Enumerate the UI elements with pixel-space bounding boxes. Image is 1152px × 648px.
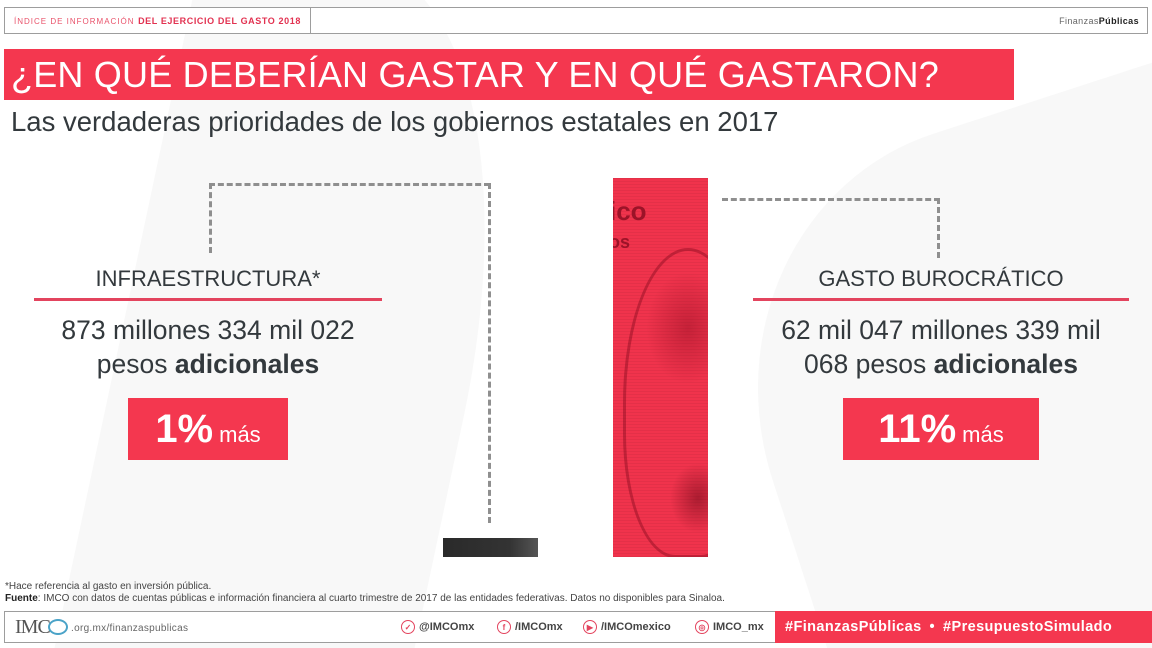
- hashtag-finanzas[interactable]: #FinanzasPúblicas: [785, 619, 922, 635]
- instagram-link[interactable]: ◎ IMCO_mx: [695, 620, 764, 634]
- site-url-link[interactable]: .org.mx/finanzaspublicas: [71, 623, 189, 634]
- percent-suffix: más: [219, 422, 261, 447]
- index-label-bold: DEL EJERCICIO DEL GASTO 2018: [138, 16, 301, 26]
- category-underline: [753, 298, 1129, 301]
- banknote-text: os: [613, 232, 631, 252]
- source-note: Fuente: IMCO con datos de cuentas públic…: [5, 593, 725, 604]
- percent-value: 11%: [878, 407, 957, 451]
- category-label: INFRAESTRUCTURA*: [95, 266, 321, 291]
- percent-value: 1%: [155, 407, 214, 451]
- category-underline: [34, 298, 382, 301]
- banknote-portrait: [623, 248, 708, 557]
- connector-line: [722, 198, 940, 201]
- percent-badge-bureaucratic: 11% más: [843, 398, 1039, 460]
- twitter-icon: ✓: [401, 620, 415, 634]
- footnote: *Hace referencia al gasto en inversión p…: [5, 581, 212, 592]
- page-subtitle: Las verdaderas prioridades de los gobier…: [11, 106, 779, 137]
- youtube-icon: ▶: [583, 620, 597, 634]
- twitter-link[interactable]: ✓ @IMCOmx: [401, 620, 474, 634]
- imco-logo[interactable]: IMC: [15, 616, 68, 639]
- hashtag-band: #FinanzasPúblicas • #PresupuestoSimulado: [775, 611, 1152, 643]
- top-header-bar: Índice de información DEL EJERCICIO DEL …: [4, 7, 1148, 34]
- header-divider: [310, 8, 311, 33]
- footer-bar: IMC .org.mx/finanzaspublicas ✓ @IMCOmx f /…: [4, 611, 1152, 643]
- percent-badge-infrastructure: 1% más: [128, 398, 288, 460]
- page-title-band: ¿EN QUÉ DEBERÍAN GASTAR Y EN QUÉ GASTARO…: [4, 49, 1014, 100]
- connector-line: [488, 183, 491, 523]
- hashtag-separator: •: [929, 619, 936, 635]
- percent-suffix: más: [962, 422, 1004, 447]
- category-bureaucratic: GASTO BUROCRÁTICO 62 mil 047 millones 33…: [753, 262, 1129, 381]
- facebook-icon: f: [497, 620, 511, 634]
- brand-label: FinanzasPúblicas: [1059, 16, 1139, 26]
- index-label: Índice de información DEL EJERCICIO DEL …: [14, 16, 301, 26]
- category-amount: 62 mil 047 millones 339 mil 068 pesos ad…: [781, 315, 1101, 379]
- instagram-icon: ◎: [695, 620, 709, 634]
- category-amount: 873 millones 334 mil 022 pesos adicional…: [61, 315, 355, 379]
- category-label: GASTO BUROCRÁTICO: [818, 266, 1064, 291]
- connector-line: [209, 183, 490, 186]
- infrastructure-bar: [443, 538, 538, 557]
- bureaucratic-bar-banknote: ico os: [613, 178, 708, 557]
- page-title: ¿EN QUÉ DEBERÍAN GASTAR Y EN QUÉ GASTARO…: [11, 54, 939, 95]
- banknote-text: ico: [613, 196, 647, 226]
- youtube-link[interactable]: ▶/IMCOmexico: [583, 620, 671, 634]
- facebook-link[interactable]: f/IMCOmx: [497, 620, 563, 634]
- hashtag-presupuesto[interactable]: #PresupuestoSimulado: [943, 619, 1113, 635]
- footnotes: *Hace referencia al gasto en inversión p…: [5, 581, 725, 605]
- connector-line: [937, 198, 940, 258]
- connector-line: [209, 183, 212, 253]
- category-infrastructure: INFRAESTRUCTURA* 873 millones 334 mil 02…: [34, 262, 382, 381]
